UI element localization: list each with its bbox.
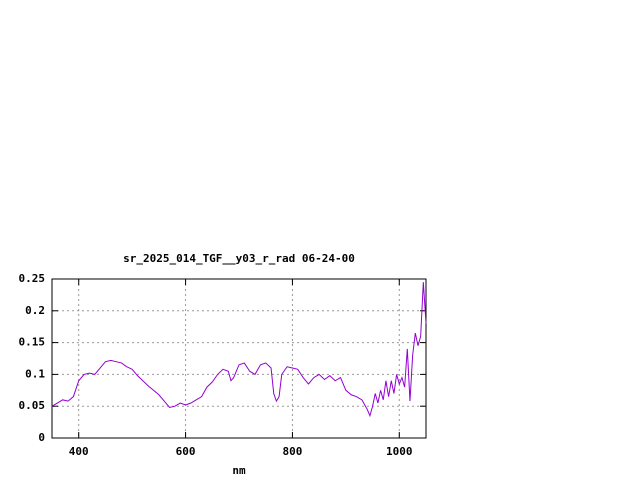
- y-tick-label: 0.25: [19, 272, 46, 285]
- chart-title: sr_2025_014_TGF__y03_r_rad 06-24-00: [123, 252, 355, 265]
- x-tick-label: 400: [69, 445, 89, 458]
- x-tick-label: 800: [282, 445, 302, 458]
- y-tick-label: 0.05: [19, 399, 46, 412]
- x-tick-label: 1000: [386, 445, 413, 458]
- y-tick-label: 0.15: [19, 336, 46, 349]
- y-tick-label: 0.2: [25, 304, 45, 317]
- x-tick-label: 600: [176, 445, 196, 458]
- plot-frame: [51, 278, 427, 439]
- data-line: [51, 282, 427, 418]
- y-tick-label: 0.1: [25, 367, 45, 380]
- y-tick-label: 0: [38, 431, 45, 444]
- x-axis-label: nm: [232, 464, 246, 477]
